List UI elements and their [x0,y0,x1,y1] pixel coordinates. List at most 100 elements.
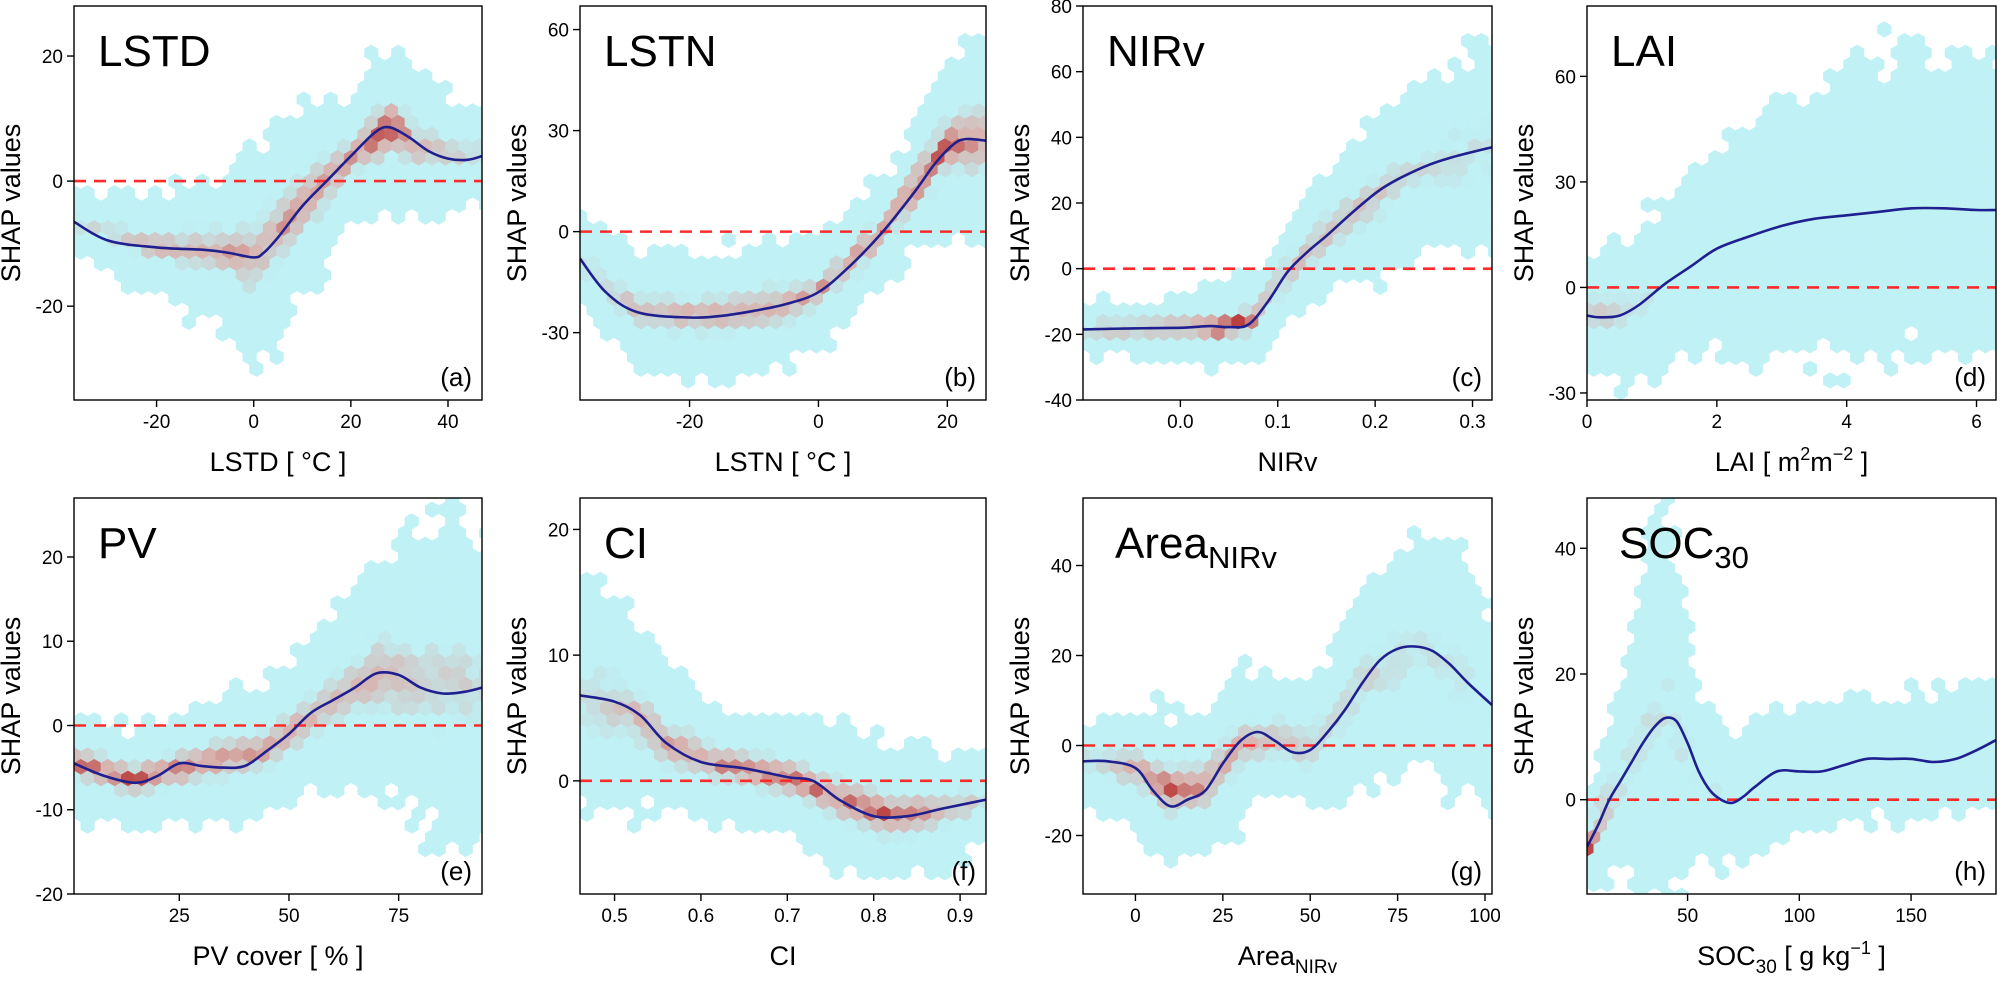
hexbin-cell [431,840,446,858]
hexbin-cell [984,809,986,819]
hexbin-cell [1083,786,1084,795]
x-tick-label: 0 [248,412,259,433]
y-tick-label: 0 [52,172,63,193]
hexbin-cell [984,223,986,233]
panel-letter: (c) [1452,362,1482,392]
panel-title: PV [98,519,157,568]
plot-frame [1586,497,1997,895]
hexbin-density [1083,32,1492,377]
hexbin-cell [1587,856,1588,865]
hexbin-cell [560,302,574,318]
hexbin-cell [1488,690,1492,704]
hexbin-cell [1204,360,1219,377]
hexbin-cell [1488,81,1492,95]
y-axis-title: SHAP values [0,124,26,283]
panel-letter: (g) [1450,856,1482,886]
hexbin-cell [1775,829,1790,846]
hexbin-cell [580,809,581,819]
hexbin-cell [560,560,574,576]
y-tick-label: 20 [42,47,63,68]
hexbin-cell [1992,760,1996,774]
plot-frame [73,497,483,895]
hexbin-cell [1488,667,1492,680]
smooth-trend-line [580,137,986,319]
x-tick-label: 0.6 [688,906,714,927]
hexbin-cell [1488,760,1492,774]
x-tick-label: 150 [1895,906,1927,927]
hexbin-cell [181,313,196,331]
y-tick-label: 20 [42,548,63,569]
plot-frame [73,5,483,401]
hexbin-cell [1163,852,1178,869]
hexbin-cell [1735,852,1750,869]
x-tick-label: 0.3 [1459,412,1485,433]
hexbin-cell [560,279,574,295]
hexbin-cell [486,794,500,810]
hexbin-cell [1488,784,1492,797]
hexbin-cell [1495,771,1509,787]
y-tick-label: 30 [1555,173,1576,194]
hexbin-cell [1488,58,1492,71]
hexbin-cell [580,622,581,631]
hexbin-cell [580,692,581,702]
hexbin-cell [486,748,500,764]
hexbin-cell [486,162,500,178]
hexbin-cell [1495,677,1509,693]
y-tick-label: 0 [1565,278,1576,299]
hexbin-cell [74,786,75,795]
hexbin-cell [54,209,67,225]
hexbin-cell [992,794,1006,810]
x-tick-label: 0.9 [947,906,973,927]
hexbin-cell [1567,326,1581,342]
panel-title: NIRv [1107,27,1205,76]
hexbin-cell [992,115,1006,131]
hexbin-cell [992,818,1006,834]
y-tick-label: -20 [36,885,63,906]
hexbin-cell [829,864,844,881]
y-axis-title: SHAP values [1005,124,1035,283]
smooth-trend-line [74,125,482,259]
y-tick-label: -40 [1045,391,1072,412]
hexbin-cell [560,701,574,717]
hexbin-cell [1488,128,1492,142]
hexbin-cell [580,669,581,678]
hexbin-cell [992,162,1006,178]
hexbin-cell [984,785,986,796]
hexbin-cell [1634,887,1649,894]
y-tick-label: 30 [548,122,569,143]
hexbin-cell [1488,596,1492,610]
y-tick-label: 20 [1555,665,1576,686]
x-tick-label: 25 [169,906,190,927]
x-tick-label: 0.1 [1265,412,1291,433]
hexbin-cell [984,832,986,842]
panel-e: 25 50 75 -20 -10 0 10 20 SHAP values PV cover [ %… [0,497,500,971]
hexbin-cell [1992,128,1996,142]
hexbin-cell [1567,865,1581,881]
hexbin-cell [1823,817,1838,834]
hexbin-cell [1567,302,1581,318]
hexbin-cell [229,817,244,834]
x-tick-label: 0 [1130,906,1141,927]
hexbin-cell [486,677,500,693]
hexbin-cell [1488,620,1492,634]
hexbin-cell [707,817,723,834]
hexbin-cell [1836,372,1851,389]
hexbin-cell [486,607,500,623]
hexbin-cell [1992,292,1996,305]
hexbin-cell [1992,104,1996,118]
hexbin-cell [1992,221,1996,235]
hexbin-cell [1640,196,1655,214]
hexbin-cell [1917,348,1932,366]
hexbin-cell [1495,654,1509,670]
hexbin-cell [721,231,736,249]
hexbin-cell [391,208,406,225]
hexbin-cell [560,631,574,647]
x-tick-label: -20 [676,412,703,433]
hexbin-cell [54,232,67,248]
x-tick-label: 0.8 [860,906,886,927]
hexbin-cell [148,817,163,834]
y-axis-title: SHAP values [1509,617,1539,776]
hexbin-cell [626,817,642,834]
hexbin-cell [1373,278,1388,295]
hexbin-cell [486,139,500,155]
